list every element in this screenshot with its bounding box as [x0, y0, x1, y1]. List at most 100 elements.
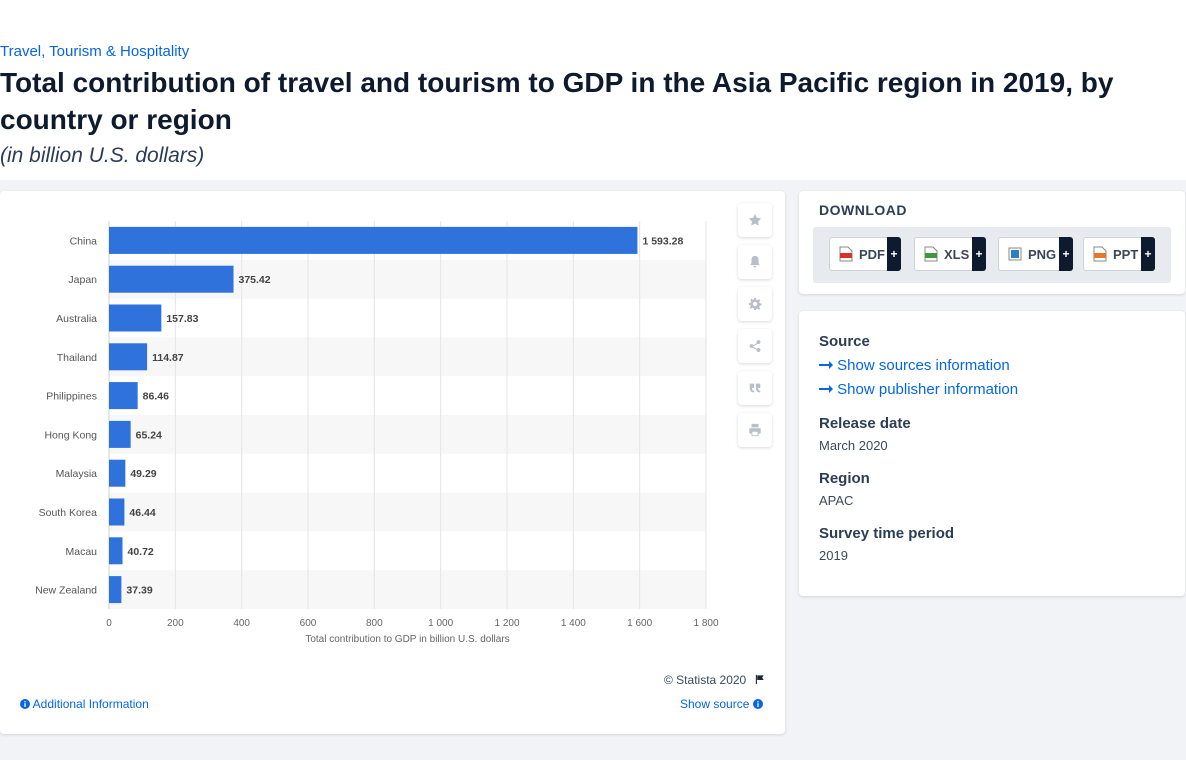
png-file-icon [1008, 247, 1022, 261]
category-label: New Zealand [35, 585, 97, 597]
download-strip: PDF + XLS + PNG + PPT + [813, 227, 1171, 283]
download-title: DOWNLOAD [819, 202, 907, 218]
copyright-label: © Statista 2020 [664, 673, 747, 687]
row-band [109, 492, 706, 532]
info-icon [752, 699, 763, 709]
release-heading: Release date [819, 415, 911, 432]
additional-info-link[interactable]: Additional Information [20, 697, 149, 711]
category-label: Malaysia [56, 468, 98, 480]
xls-plus[interactable]: + [972, 237, 986, 271]
cite-button[interactable] [738, 371, 772, 405]
pdf-file-icon [839, 246, 853, 262]
x-tick-label: 1 600 [627, 618, 652, 629]
breadcrumb[interactable]: Travel, Tourism & Hospitality [0, 43, 190, 60]
bar [109, 265, 234, 293]
share-button[interactable] [738, 329, 772, 363]
star-icon [748, 213, 762, 226]
show-sources-link[interactable]: Show sources information [819, 357, 1010, 374]
region-heading: Region [819, 470, 870, 487]
print-icon [749, 423, 761, 437]
x-axis-title: Total contribution to GDP in billion U.S… [305, 634, 509, 645]
category-label: Japan [68, 274, 97, 286]
category-label: China [70, 235, 98, 247]
pdf-plus[interactable]: + [887, 237, 901, 271]
category-label: Macau [65, 546, 97, 558]
value-label: 86.46 [143, 391, 169, 403]
x-tick-label: 600 [300, 618, 317, 629]
category-label: Philippines [46, 391, 97, 403]
value-label: 114.87 [152, 352, 184, 364]
bar-chart: 0 200 400 600 800 1 000 1 200 1 400 1 600 1 800 Ch… [35, 221, 719, 645]
x-tick-label: 1 400 [561, 618, 586, 629]
bar [109, 537, 123, 565]
bar [109, 343, 148, 371]
show-publisher-link[interactable]: Show publisher information [819, 381, 1018, 398]
bar [109, 420, 131, 448]
value-label: 375.42 [239, 274, 271, 286]
info-icon [20, 699, 30, 709]
arrow-right-icon [819, 385, 833, 393]
pdf-label: PDF [859, 246, 885, 262]
additional-info-label: Additional Information [32, 697, 149, 711]
favorite-button[interactable] [738, 203, 772, 237]
ppt-label: PPT [1113, 246, 1139, 262]
x-tick-label: 1 800 [693, 618, 718, 629]
flag-icon[interactable] [754, 674, 765, 685]
bar [109, 576, 122, 604]
value-label: 49.29 [130, 468, 156, 480]
release-value: March 2020 [819, 438, 888, 453]
show-sources-label: Show sources information [837, 357, 1010, 374]
notification-button[interactable] [738, 245, 772, 279]
bar [109, 226, 638, 254]
download-ppt-button[interactable]: PPT + [1083, 237, 1155, 271]
x-tick-label: 200 [167, 618, 184, 629]
print-button[interactable] [738, 413, 772, 447]
quote-icon [749, 383, 761, 393]
row-band [109, 337, 706, 377]
download-xls-button[interactable]: XLS + [914, 237, 986, 271]
copyright-text: © Statista 2020 [664, 673, 765, 687]
source-heading: Source [819, 333, 870, 350]
category-label: South Korea [39, 507, 98, 519]
category-label: Thailand [57, 352, 97, 364]
bar [109, 382, 138, 410]
share-icon [749, 340, 761, 352]
value-label: 40.72 [128, 546, 154, 558]
info-card: Source Show sources information Show pub… [799, 311, 1185, 596]
region-value: APAC [819, 493, 854, 508]
png-label: PNG [1028, 246, 1057, 262]
value-label: 46.44 [129, 507, 155, 519]
header-band [0, 0, 1186, 180]
settings-button[interactable] [738, 287, 772, 321]
show-source-link[interactable]: Show source [680, 697, 763, 711]
page-subtitle: (in billion U.S. dollars) [0, 144, 205, 167]
gear-icon [748, 297, 762, 311]
x-tick-label: 1 200 [494, 618, 519, 629]
x-tick-label: 400 [233, 618, 250, 629]
value-label: 65.24 [136, 429, 162, 441]
category-label: Australia [56, 313, 97, 325]
category-label: Hong Kong [44, 429, 97, 441]
row-band [109, 415, 706, 454]
png-plus[interactable]: + [1059, 237, 1073, 271]
x-tick-label: 800 [366, 618, 383, 629]
xls-label: XLS [944, 246, 970, 262]
xls-file-icon [924, 246, 938, 262]
download-png-button[interactable]: PNG + [998, 237, 1073, 271]
x-tick-label: 1 000 [428, 618, 453, 629]
download-pdf-button[interactable]: PDF + [829, 237, 901, 271]
bar [109, 304, 162, 332]
arrow-right-icon [819, 361, 833, 369]
value-label: 1 593.28 [642, 235, 683, 247]
x-tick-label: 0 [106, 618, 112, 629]
chart-card: 0 200 400 600 800 1 000 1 200 1 400 1 600 1 800 Ch… [0, 191, 785, 734]
survey-value: 2019 [819, 548, 848, 563]
value-label: 157.83 [166, 313, 198, 325]
bell-icon [750, 255, 760, 268]
ppt-plus[interactable]: + [1141, 237, 1155, 271]
show-publisher-label: Show publisher information [837, 381, 1019, 398]
ppt-file-icon [1093, 246, 1107, 262]
page-title: Total contribution of travel and tourism… [0, 67, 1114, 135]
show-source-label: Show source [680, 697, 750, 711]
row-band [109, 570, 706, 609]
